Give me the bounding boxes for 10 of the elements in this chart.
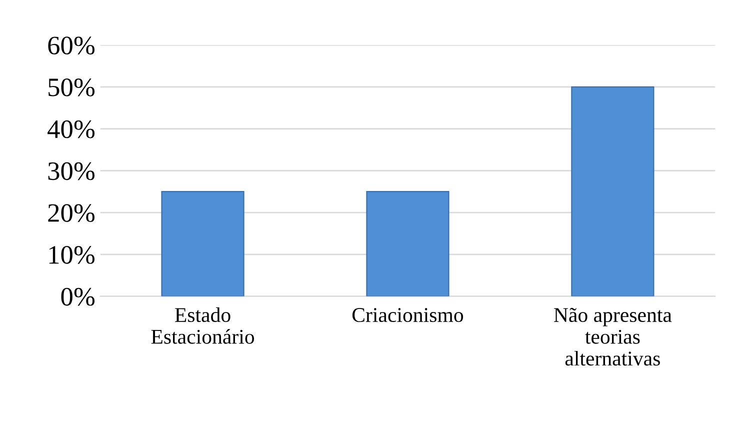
- x-tick-label: Não apresenta teorias alternativas: [554, 308, 672, 366]
- x-tick-label: Estado Estacionário: [151, 307, 254, 344]
- y-tick-label: 20%: [48, 204, 95, 222]
- y-tick-label: 40%: [48, 120, 95, 138]
- y-tick-label: 10%: [49, 246, 95, 264]
- y-tick-label: 60%: [48, 36, 95, 55]
- y-tick-label: 50%: [48, 78, 95, 96]
- x-tick-label: Criacionismo: [352, 308, 464, 322]
- y-tick-label: 0%: [61, 288, 95, 306]
- y-tick-label: 30%: [48, 162, 95, 180]
